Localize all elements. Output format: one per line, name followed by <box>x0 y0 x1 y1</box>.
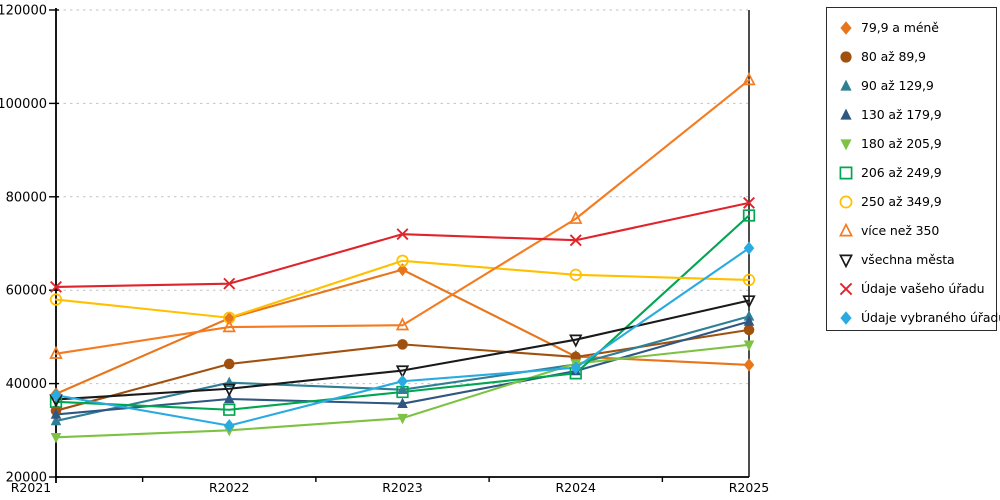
legend-marker-x-icon <box>839 282 853 295</box>
series-marker-triangle-down-icon <box>222 383 236 397</box>
series-marker-circle-icon <box>223 358 235 370</box>
x-tick-label: R2021 <box>11 480 52 495</box>
series-marker-triangle-up-icon <box>743 315 755 326</box>
series-marker-circle-icon <box>569 268 582 281</box>
y-tick-label: 100000 <box>0 97 47 112</box>
series-marker-diamond-icon <box>50 388 62 402</box>
x-tick-label: R2025 <box>729 480 770 495</box>
series-marker-x-icon <box>50 280 62 293</box>
series-marker-diamond-icon <box>570 361 582 375</box>
y-tick-label: 20000 <box>6 471 47 486</box>
series-marker-x-icon <box>569 234 582 247</box>
legend-marker-diamond-icon <box>840 20 852 35</box>
legend-item: 79,9 a méně <box>838 13 996 42</box>
legend-item-label: všechna města <box>861 252 955 267</box>
legend-item-label: 90 až 129,9 <box>861 78 934 93</box>
y-tick-label: 120000 <box>0 4 47 19</box>
series-marker-square-icon <box>742 209 756 222</box>
series-marker-triangle-down-icon <box>742 295 756 309</box>
series-marker-triangle-up-icon <box>223 392 235 404</box>
legend-marker-triangle-down-icon <box>839 254 853 268</box>
legend-item: 206 až 249,9 <box>838 158 996 187</box>
series-marker-diamond-icon <box>743 358 755 372</box>
series-marker-triangle-up-icon <box>397 397 408 408</box>
legend-marker-circle-icon <box>840 50 852 63</box>
series-marker-triangle-down-icon <box>569 334 583 348</box>
series-line <box>54 79 751 355</box>
legend-item-label: Údaje vašeho úřadu <box>861 281 985 296</box>
legend-item-label: více než 350 <box>861 223 940 238</box>
series-marker-square-icon <box>223 403 236 416</box>
legend-item: všechna města <box>838 245 996 274</box>
series-marker-x-icon <box>396 228 409 241</box>
series-marker-x-icon <box>223 277 236 290</box>
series-marker-triangle-up-icon <box>397 383 408 394</box>
legend-marker-triangle-up-icon <box>840 79 852 91</box>
series-marker-diamond-icon <box>397 374 408 388</box>
legend-marker-triangle-down-icon <box>840 138 852 150</box>
series-marker-diamond-icon <box>743 241 755 255</box>
y-tick-label: 60000 <box>6 284 47 299</box>
legend-item-label: 180 až 205,9 <box>861 136 942 151</box>
series-marker-triangle-down-icon <box>743 340 755 351</box>
legend-marker-circle-icon <box>839 195 853 208</box>
legend-marker-diamond-icon <box>840 310 852 325</box>
x-tick-label: R2024 <box>556 480 597 495</box>
series-marker-triangle-up-icon <box>569 210 583 224</box>
legend-item: 250 až 349,9 <box>838 187 996 216</box>
series-marker-x-icon <box>743 196 755 209</box>
series-marker-triangle-up-icon <box>222 319 236 333</box>
legend-item: více než 350 <box>838 216 996 245</box>
series-marker-circle-icon <box>49 293 63 306</box>
series-marker-circle-icon <box>396 254 409 267</box>
x-tick-label: R2022 <box>209 480 250 495</box>
series-marker-triangle-down-icon <box>395 365 410 379</box>
series-marker-triangle-up-icon <box>395 317 410 331</box>
series-marker-triangle-up-icon <box>50 408 62 419</box>
series-marker-circle-icon <box>397 339 408 350</box>
series-marker-diamond-icon <box>397 263 408 277</box>
series-marker-triangle-down-icon <box>50 433 62 444</box>
legend-item: Údaje vybraného úřadu <box>838 303 1000 332</box>
series-marker-diamond-icon <box>223 419 235 433</box>
series-marker-triangle-down-icon <box>397 413 408 425</box>
legend-item-label: 79,9 a méně <box>861 20 939 35</box>
legend-item-label: Údaje vybraného úřadu <box>861 310 1000 325</box>
series-line <box>54 259 751 319</box>
series-marker-circle-icon <box>742 273 756 287</box>
legend-marker-square-icon <box>839 166 853 179</box>
x-tick-label: R2023 <box>382 480 423 495</box>
legend-item: 80 až 89,9 <box>838 42 996 71</box>
legend-item-label: 80 až 89,9 <box>861 49 926 64</box>
legend-item-label: 130 až 179,9 <box>861 107 942 122</box>
legend-item-label: 250 až 349,9 <box>861 194 942 209</box>
series-marker-circle-icon <box>743 324 755 336</box>
series-marker-triangle-up-icon <box>742 72 756 86</box>
legend-marker-triangle-up-icon <box>840 108 852 120</box>
y-tick-label: 80000 <box>6 190 47 205</box>
series-marker-triangle-up-icon <box>50 414 62 426</box>
legend-item: 180 až 205,9 <box>838 129 996 158</box>
y-tick-label: 40000 <box>6 377 47 392</box>
legend-item: 130 až 179,9 <box>838 100 996 129</box>
legend-item-label: 206 až 249,9 <box>861 165 942 180</box>
series-marker-square-icon <box>396 385 409 399</box>
legend: 79,9 a méně 80 až 89,9 90 až 129,9 130 až 1… <box>826 7 1000 332</box>
legend-item: Údaje vašeho úřadu <box>838 274 996 303</box>
legend-marker-triangle-up-icon <box>839 222 853 236</box>
series-marker-triangle-up-icon <box>49 345 63 359</box>
legend-item: 90 až 129,9 <box>838 71 996 100</box>
series-marker-circle-icon <box>223 311 236 324</box>
